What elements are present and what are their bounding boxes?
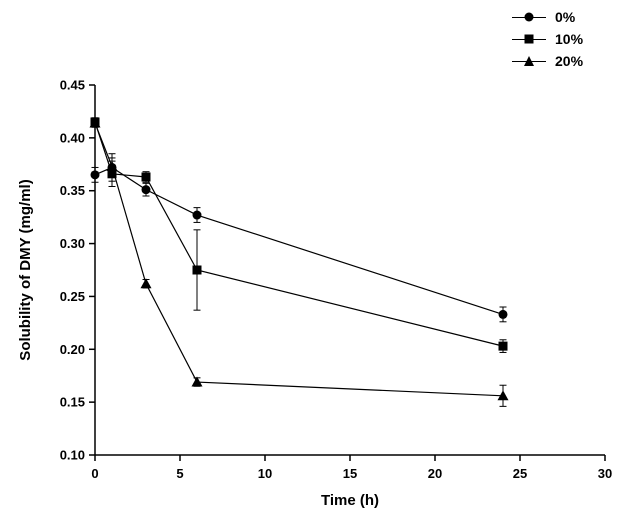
x-axis-label: Time (h) [321, 492, 379, 509]
data-point-20% [89, 117, 101, 128]
data-point-0% [498, 309, 508, 319]
data-point-0% [90, 170, 100, 180]
x-tick-label: 15 [343, 466, 357, 481]
data-point-10% [192, 265, 202, 275]
data-point-20% [191, 376, 203, 387]
legend: 0% 10% 20% [512, 10, 583, 68]
legend-label: 20% [555, 53, 584, 69]
series-line-20% [94, 122, 504, 397]
square-marker-icon [512, 33, 546, 45]
x-tick-label: 0 [91, 466, 98, 481]
legend-item-20pct: 20% [512, 54, 583, 68]
circle-marker-icon [512, 11, 546, 23]
series-line-0% [94, 166, 504, 315]
y-tick-label: 0.15 [60, 395, 85, 410]
legend-label: 0% [555, 9, 576, 25]
y-tick-label: 0.10 [60, 448, 85, 463]
series-line-10% [94, 121, 504, 347]
data-point-20% [106, 160, 118, 171]
data-point-20% [497, 390, 509, 401]
legend-item-10pct: 10% [512, 32, 583, 46]
y-tick-label: 0.30 [60, 236, 85, 251]
data-point-10% [498, 341, 508, 351]
x-tick-label: 20 [428, 466, 442, 481]
data-point-10% [141, 172, 151, 182]
data-point-20% [140, 278, 152, 289]
legend-item-0pct: 0% [512, 10, 583, 24]
data-point-0% [141, 185, 151, 195]
y-tick-label: 0.35 [60, 183, 85, 198]
legend-label: 10% [555, 31, 584, 47]
y-tick-label: 0.40 [60, 130, 85, 145]
y-tick-label: 0.25 [60, 289, 85, 304]
data-point-0% [192, 210, 202, 220]
x-tick-label: 5 [176, 466, 183, 481]
x-tick-label: 30 [598, 466, 612, 481]
y-tick-label: 0.45 [60, 78, 85, 93]
y-tick-label: 0.20 [60, 342, 85, 357]
y-axis-label: Solubility of DMY (mg/ml) [17, 179, 34, 360]
x-tick-label: 25 [513, 466, 527, 481]
triangle-marker-icon [512, 55, 546, 67]
x-tick-label: 10 [258, 466, 272, 481]
